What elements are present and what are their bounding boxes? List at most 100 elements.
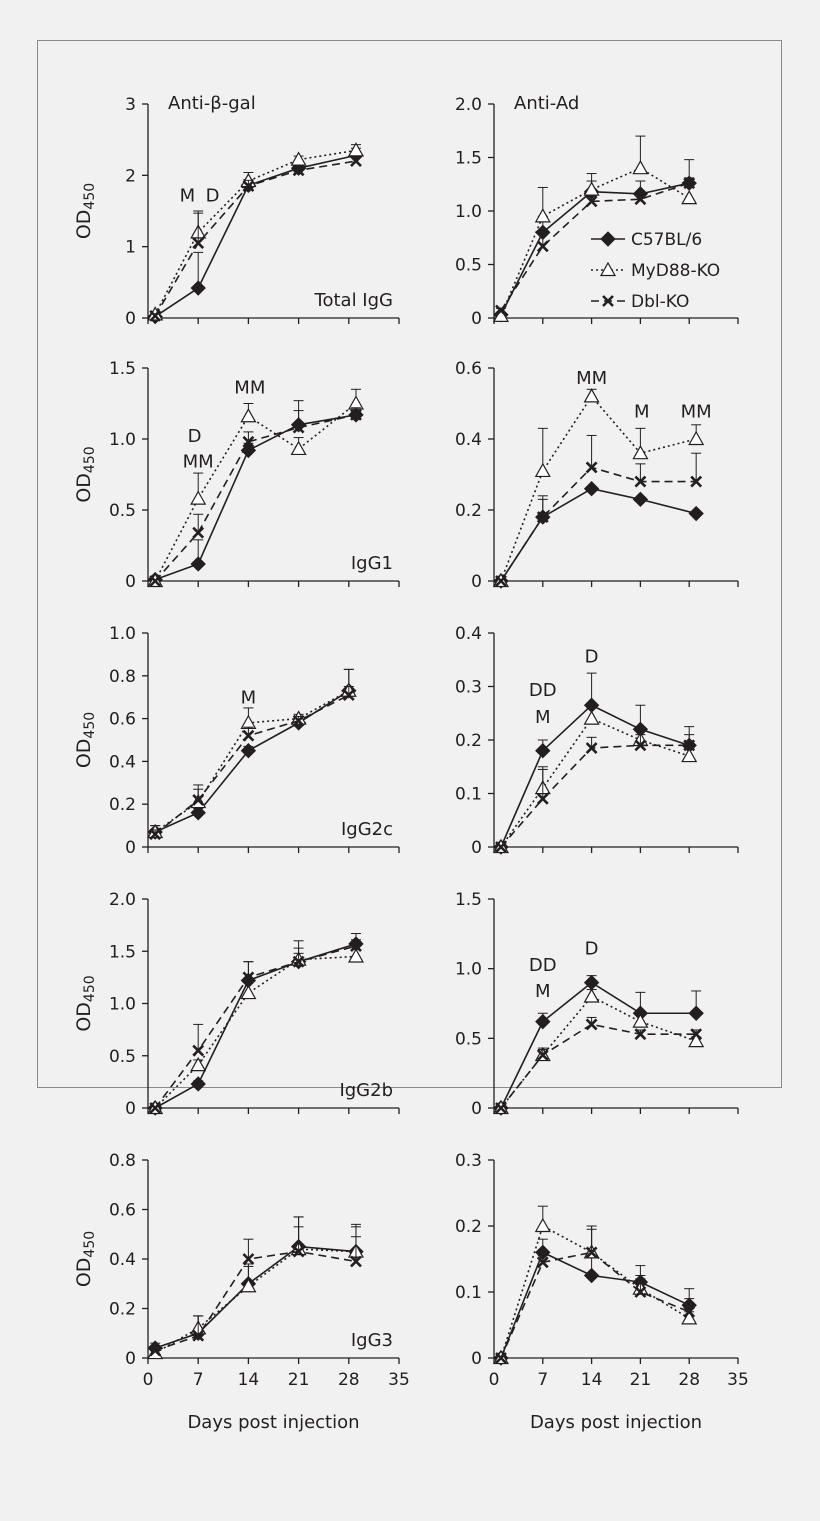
data-point [192, 1329, 205, 1342]
significance-label: MM [183, 451, 214, 472]
series-line [500, 1023, 697, 1109]
data-point [534, 462, 551, 478]
y-tick-label: 0 [471, 1349, 482, 1369]
y-axis-label-subscript: 450 [82, 1231, 98, 1258]
y-axis-label-main: OD [73, 1258, 95, 1288]
data-point [688, 1005, 704, 1021]
data-point [632, 159, 649, 175]
y-tick-label: 0.1 [455, 785, 482, 805]
data-point [535, 1013, 551, 1030]
y-tick-label: 0 [125, 1099, 136, 1119]
significance-label: D [585, 939, 599, 960]
x-tick-label: 0 [143, 1370, 154, 1390]
y-tick-label: 0.2 [455, 501, 482, 521]
y-tick-label: 0.6 [109, 710, 136, 730]
data-point [683, 1305, 696, 1318]
data-point [632, 444, 649, 460]
data-point [240, 984, 257, 1000]
data-point [495, 575, 507, 587]
x-tick-label: 35 [727, 1370, 749, 1390]
significance-label: D [585, 646, 599, 667]
data-point [536, 792, 549, 805]
series-c57bl-6 [147, 932, 364, 1116]
x-tick-label: 21 [288, 1370, 310, 1390]
y-tick-label: 0.4 [109, 1250, 136, 1270]
data-point [585, 461, 598, 474]
data-point [585, 1246, 598, 1259]
y-axis-label-main: OD [73, 1002, 95, 1032]
y-axis-label-main: OD [73, 210, 95, 240]
series-dbl-ko [149, 686, 355, 841]
chart-panel: 0 0.5 1.0 1.5 OD450 IgG1 D MM MM [73, 359, 400, 592]
y-tick-label: 0.3 [455, 1151, 482, 1171]
data-point [534, 1217, 551, 1233]
series-dbl-ko [495, 734, 696, 853]
series-line [154, 955, 357, 1109]
y-tick-label: 1 [125, 238, 136, 258]
data-point [149, 828, 162, 841]
data-point [190, 556, 206, 572]
data-point [190, 490, 207, 505]
y-tick-label: 0 [125, 1349, 136, 1369]
data-point [350, 408, 362, 421]
chart-panel: 0 0.2 0.4 0.6 0.8 1.0 OD450 IgG2c M [73, 624, 400, 858]
y-axis-label-main: OD [73, 473, 95, 503]
series-dbl-ko [495, 1225, 696, 1364]
y-tick-label: 0.2 [455, 731, 482, 751]
y-tick-label: 1.0 [455, 960, 482, 980]
y-tick-label: 1.5 [109, 942, 136, 962]
y-tick-label: 0.6 [455, 359, 482, 379]
significance-label: MM [681, 402, 712, 423]
data-point [190, 805, 206, 821]
y-tick-label: 2.0 [109, 890, 136, 910]
data-point [190, 1056, 207, 1072]
data-point [536, 1256, 549, 1269]
data-point [688, 1032, 705, 1048]
data-point [290, 440, 307, 456]
data-point [240, 742, 257, 759]
significance-label: DD [529, 680, 557, 701]
data-point [350, 940, 362, 952]
y-tick-label: 0.5 [455, 1029, 482, 1049]
x-tick-label: 28 [338, 1370, 360, 1390]
x-tick-label: 14 [581, 1370, 603, 1390]
significance-label: MM [234, 378, 265, 399]
y-axis-label: OD450 [73, 446, 98, 502]
x-tick-label: 35 [388, 1370, 410, 1390]
y-tick-label: 1.5 [455, 890, 482, 910]
y-tick-label: 0.4 [109, 752, 136, 772]
series-line [500, 744, 690, 848]
y-axis-label-subscript: 450 [82, 183, 98, 210]
data-point [583, 710, 600, 725]
significance-label: D [206, 186, 220, 207]
data-point [534, 208, 551, 223]
data-point [634, 193, 647, 206]
significance-label: M [535, 981, 551, 1002]
legend-marker [600, 231, 616, 247]
data-point [149, 1102, 162, 1114]
series-c57bl-6 [147, 1216, 364, 1356]
legend-label: C57BL/6 [631, 230, 702, 250]
panel-title: Anti-β-gal [168, 93, 256, 114]
data-point [192, 526, 205, 539]
x-tick-label: 14 [238, 1370, 260, 1390]
chart-panel: 0 0.1 0.2 0.3 0 7 14 21 28 35 Days post injection [455, 1151, 749, 1433]
data-point [292, 1245, 305, 1258]
y-axis-label: OD450 [73, 712, 98, 768]
y-tick-label: 0.5 [109, 1047, 136, 1067]
series-line [154, 149, 357, 315]
series-dbl-ko [149, 1226, 362, 1357]
y-axis-label: OD450 [73, 1231, 98, 1287]
series-line [154, 414, 357, 582]
data-point [583, 388, 600, 403]
legend-marker [602, 295, 614, 307]
legend: C57BL/6 MyD88-KO Dbl-KO [591, 230, 720, 312]
data-point [192, 1044, 205, 1057]
significance-label: M [241, 688, 257, 709]
data-point [292, 955, 305, 968]
y-tick-label: 1.5 [109, 359, 136, 379]
series-myd88-ko [492, 707, 698, 854]
chart-panel: 0 0.5 1.0 1.5 DD M D [455, 890, 739, 1119]
data-point [242, 1253, 255, 1265]
chart-panel: 0 0.5 1.0 1.5 2.0 Anti-Ad C57BL/6 MyD88-KO Dbl-K… [455, 93, 739, 329]
